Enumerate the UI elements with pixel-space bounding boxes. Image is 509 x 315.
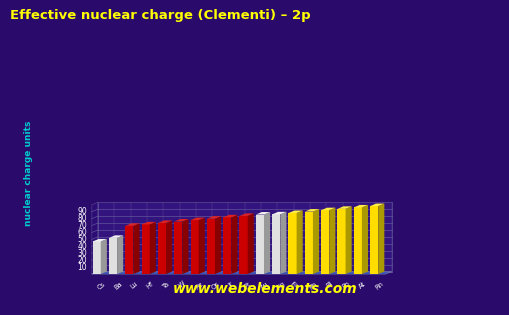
Polygon shape bbox=[239, 216, 247, 274]
Text: www.webelements.com: www.webelements.com bbox=[173, 282, 357, 296]
Text: Pb: Pb bbox=[308, 280, 318, 290]
Text: 20: 20 bbox=[77, 256, 87, 265]
Polygon shape bbox=[150, 222, 156, 274]
Polygon shape bbox=[321, 210, 329, 274]
Polygon shape bbox=[215, 216, 221, 274]
Polygon shape bbox=[182, 219, 188, 274]
Polygon shape bbox=[158, 223, 166, 274]
Polygon shape bbox=[337, 206, 351, 209]
Text: 80: 80 bbox=[77, 214, 87, 223]
Polygon shape bbox=[280, 212, 286, 274]
Polygon shape bbox=[272, 214, 280, 274]
Polygon shape bbox=[158, 220, 172, 223]
Text: Hg: Hg bbox=[275, 280, 286, 291]
Text: nuclear charge units: nuclear charge units bbox=[23, 121, 33, 226]
Polygon shape bbox=[313, 209, 319, 274]
Polygon shape bbox=[361, 205, 367, 274]
Polygon shape bbox=[256, 215, 264, 274]
Text: Re: Re bbox=[194, 280, 204, 290]
Text: Ta: Ta bbox=[161, 280, 171, 290]
Polygon shape bbox=[337, 209, 345, 274]
Text: 50: 50 bbox=[77, 235, 87, 244]
Polygon shape bbox=[223, 217, 231, 274]
Polygon shape bbox=[378, 203, 384, 274]
Polygon shape bbox=[190, 220, 199, 274]
Text: Po: Po bbox=[341, 280, 350, 290]
Polygon shape bbox=[321, 208, 335, 210]
Polygon shape bbox=[92, 272, 391, 274]
Polygon shape bbox=[142, 224, 150, 274]
Polygon shape bbox=[199, 218, 205, 274]
Text: Ba: Ba bbox=[112, 280, 123, 291]
Text: Bi: Bi bbox=[324, 280, 333, 289]
Polygon shape bbox=[109, 238, 117, 274]
Text: 40: 40 bbox=[77, 242, 87, 251]
Polygon shape bbox=[256, 212, 270, 215]
Text: Hf: Hf bbox=[145, 280, 154, 290]
Polygon shape bbox=[174, 219, 188, 221]
Polygon shape bbox=[207, 216, 221, 219]
Polygon shape bbox=[190, 218, 205, 220]
Polygon shape bbox=[174, 221, 182, 274]
Text: Au: Au bbox=[259, 280, 270, 291]
Polygon shape bbox=[288, 213, 296, 274]
Text: Ir: Ir bbox=[227, 280, 234, 288]
Polygon shape bbox=[207, 219, 215, 274]
Polygon shape bbox=[264, 212, 270, 274]
Polygon shape bbox=[370, 206, 378, 274]
Polygon shape bbox=[247, 213, 253, 274]
Polygon shape bbox=[304, 212, 313, 274]
Text: Lu: Lu bbox=[129, 280, 138, 290]
Text: Tl: Tl bbox=[292, 280, 300, 289]
Polygon shape bbox=[370, 203, 384, 206]
Polygon shape bbox=[92, 202, 98, 274]
Polygon shape bbox=[329, 208, 335, 274]
Text: 60: 60 bbox=[77, 228, 87, 237]
Text: 90: 90 bbox=[77, 207, 87, 216]
Text: 10: 10 bbox=[77, 263, 87, 272]
Text: Pt: Pt bbox=[243, 280, 252, 289]
Polygon shape bbox=[166, 220, 172, 274]
Text: W: W bbox=[178, 280, 186, 289]
Polygon shape bbox=[288, 210, 302, 213]
Polygon shape bbox=[133, 223, 139, 274]
Polygon shape bbox=[101, 239, 107, 274]
Polygon shape bbox=[353, 208, 361, 274]
Polygon shape bbox=[117, 235, 123, 274]
Polygon shape bbox=[125, 226, 133, 274]
Polygon shape bbox=[272, 212, 286, 214]
Polygon shape bbox=[239, 213, 253, 216]
Polygon shape bbox=[345, 206, 351, 274]
Polygon shape bbox=[353, 205, 367, 208]
Text: Os: Os bbox=[210, 280, 221, 291]
Polygon shape bbox=[231, 215, 237, 274]
Text: 30: 30 bbox=[77, 249, 87, 258]
Polygon shape bbox=[296, 210, 302, 274]
Text: At: At bbox=[357, 280, 366, 289]
Polygon shape bbox=[93, 239, 107, 242]
Text: Rn: Rn bbox=[373, 280, 384, 291]
Polygon shape bbox=[93, 242, 101, 274]
Polygon shape bbox=[304, 209, 319, 212]
Polygon shape bbox=[223, 215, 237, 217]
Text: Cs: Cs bbox=[96, 280, 106, 290]
Polygon shape bbox=[142, 222, 156, 224]
Text: 70: 70 bbox=[77, 221, 87, 230]
Polygon shape bbox=[109, 235, 123, 238]
Polygon shape bbox=[125, 223, 139, 226]
Text: Effective nuclear charge (Clementi) – 2p: Effective nuclear charge (Clementi) – 2p bbox=[10, 9, 310, 22]
Polygon shape bbox=[98, 202, 391, 272]
